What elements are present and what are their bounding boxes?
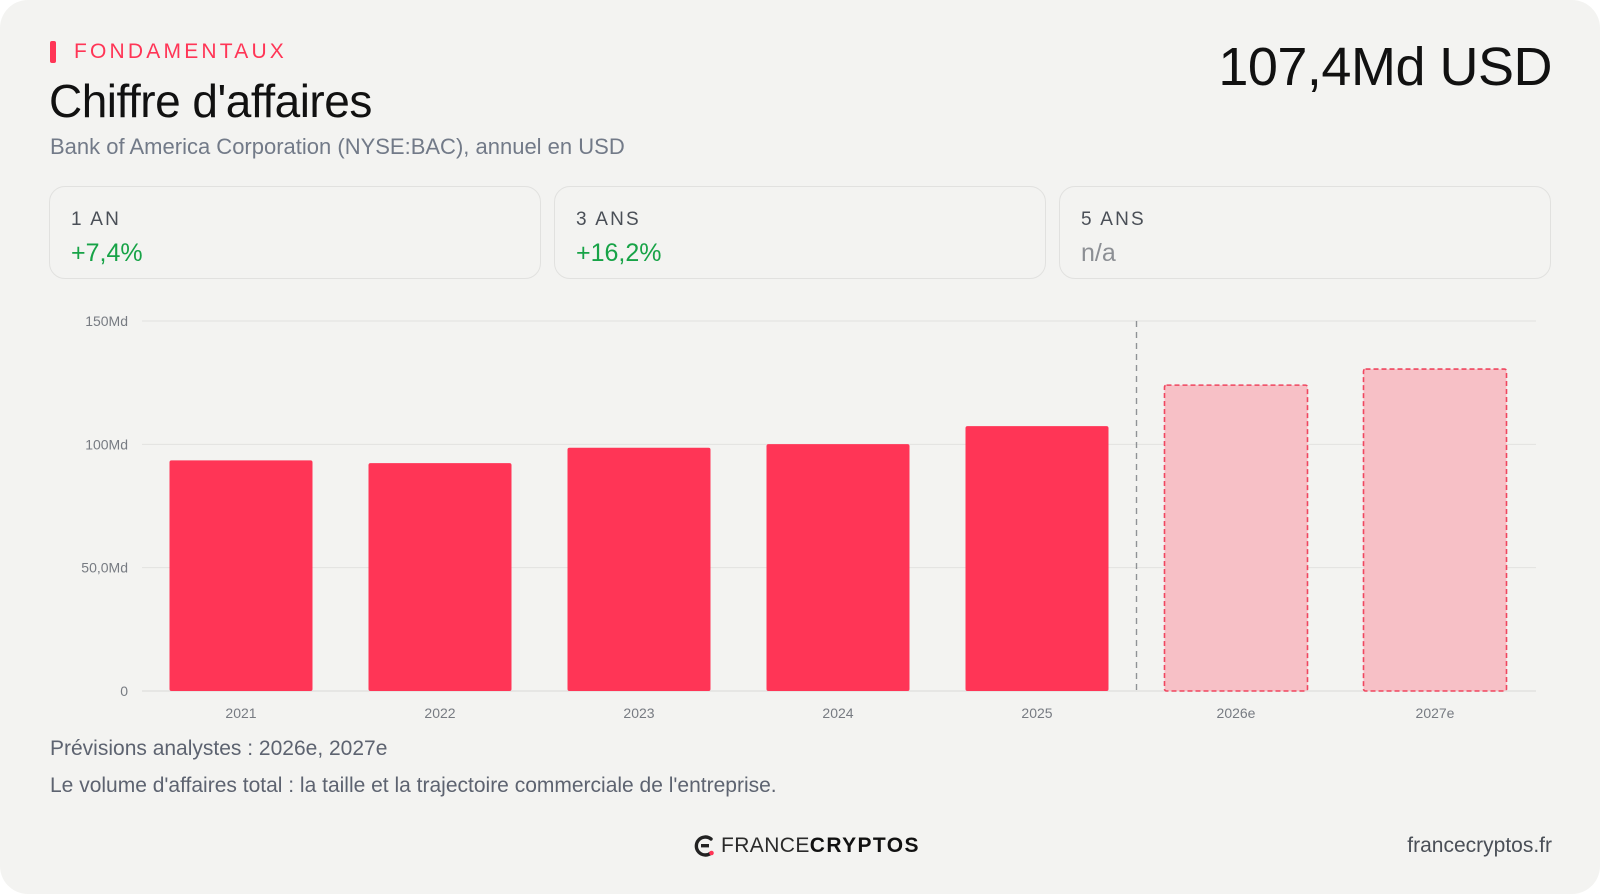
x-tick-label: 2027e [1416, 705, 1455, 721]
data-bar [965, 426, 1109, 691]
site-link[interactable]: francecryptos.fr [1407, 834, 1552, 857]
x-tick-label: 2024 [822, 705, 853, 721]
description-note: Le volume d'affaires total : la taille e… [50, 774, 777, 797]
logo-word-france: FRANCE [721, 834, 810, 857]
stat-card-1y: 1 AN +7,4% [49, 186, 541, 279]
stat-label: 1 AN [71, 209, 121, 230]
logo-word-cryptos: CRYPTOS [809, 834, 920, 857]
x-tick-label: 2021 [225, 705, 256, 721]
section-eyebrow: FONDAMENTAUX [50, 40, 287, 64]
stat-card-5y: 5 ANS n/a [1059, 186, 1551, 279]
y-tick-label: 0 [120, 683, 128, 699]
stat-value: +7,4% [71, 239, 143, 267]
forecast-note: Prévisions analystes : 2026e, 2027e [50, 737, 388, 760]
eyebrow-accent-bar [50, 41, 56, 63]
data-bar [368, 463, 512, 691]
stat-label: 3 ANS [576, 209, 641, 230]
y-tick-label: 50,0Md [81, 560, 128, 576]
y-tick-label: 150Md [85, 313, 128, 329]
data-bar [766, 444, 910, 691]
forecast-bar [1362, 368, 1508, 692]
stat-value: +16,2% [576, 239, 662, 267]
stat-card-3y: 3 ANS +16,2% [554, 186, 1046, 279]
page-title: Chiffre d'affaires [49, 75, 372, 127]
data-bar [169, 460, 313, 691]
x-tick-label: 2023 [623, 705, 654, 721]
y-tick-label: 100Md [85, 436, 128, 452]
data-bar [567, 447, 711, 691]
stat-value: n/a [1081, 239, 1116, 267]
francecryptos-logo-icon [694, 835, 714, 857]
brand-logo[interactable]: FRANCE CRYPTOS [693, 832, 920, 860]
eyebrow-label: FONDAMENTAUX [74, 40, 288, 63]
x-tick-label: 2025 [1021, 705, 1052, 721]
forecast-bar [1163, 384, 1309, 692]
x-tick-label: 2022 [424, 705, 455, 721]
revenue-bar-chart: 0 50,0Md 100Md 150Md 2021 2022 2023 2024 2025 202… [81, 313, 1536, 721]
x-tick-label: 2026e [1217, 705, 1256, 721]
stat-label: 5 ANS [1081, 209, 1146, 230]
headline-value: 107,4Md USD [1218, 37, 1552, 97]
page-subtitle: Bank of America Corporation (NYSE:BAC), … [50, 134, 625, 159]
